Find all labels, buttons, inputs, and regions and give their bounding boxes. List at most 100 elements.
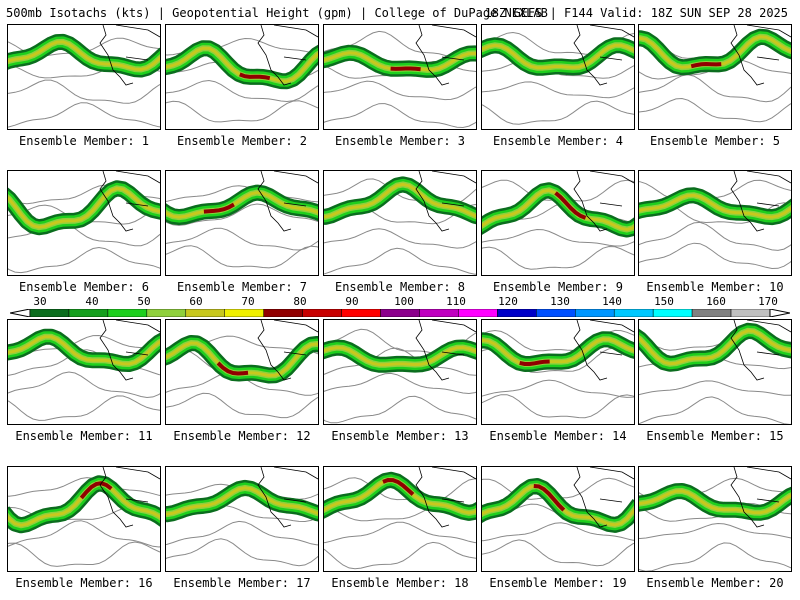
ensemble-panel — [323, 24, 477, 130]
colorbar-tick-label: 80 — [293, 295, 307, 308]
jet-stream-map — [639, 467, 791, 571]
height-contour — [639, 542, 791, 571]
height-contour — [482, 81, 634, 99]
colorbar-segment — [146, 309, 187, 317]
jet-core — [690, 61, 722, 69]
jet-stream-map — [166, 467, 318, 567]
ensemble-member-label: Ensemble Member: 4 — [492, 134, 624, 148]
ensemble-panel — [481, 170, 635, 276]
jet-stream-map — [324, 25, 476, 129]
isotach-band — [639, 489, 791, 515]
coastline — [415, 320, 476, 381]
colorbar-tick-label: 100 — [394, 295, 414, 308]
height-contour — [482, 394, 634, 419]
jet-core — [239, 72, 271, 81]
ensemble-panel — [165, 319, 319, 425]
jet-stream-map — [324, 320, 476, 424]
colorbar-segment — [575, 309, 615, 317]
colorbar-segment — [380, 309, 420, 317]
ensemble-panel — [165, 170, 319, 276]
height-contour — [8, 371, 160, 399]
height-contour — [639, 242, 791, 270]
colorbar-arrow-left — [10, 309, 31, 317]
ensemble-member-label: Ensemble Member: 1 — [18, 134, 150, 148]
colorbar-tick-label: 170 — [758, 295, 778, 308]
jet-core — [390, 66, 421, 72]
height-contour — [324, 347, 476, 376]
coastline — [415, 25, 476, 86]
colorbar-segment — [107, 309, 148, 317]
ensemble-panel — [7, 466, 161, 572]
colorbar-tick-label: 120 — [498, 295, 518, 308]
coastline — [99, 25, 160, 86]
ensemble-member-label: Ensemble Member: 6 — [18, 280, 150, 294]
coastline — [573, 320, 634, 381]
height-contour — [166, 100, 318, 123]
height-contour — [324, 80, 476, 101]
ensemble-panel — [481, 319, 635, 425]
colorbar-tick-label: 140 — [602, 295, 622, 308]
ensemble-member-label: Ensemble Member: 15 — [646, 429, 784, 443]
isotach-band — [166, 486, 318, 516]
height-contour — [8, 79, 160, 104]
colorbar-tick-label: 150 — [654, 295, 674, 308]
ensemble-member-label: Ensemble Member: 7 — [176, 280, 308, 294]
coastline — [573, 25, 634, 86]
coastline — [573, 467, 634, 528]
ensemble-member-label: Ensemble Member: 2 — [176, 134, 308, 148]
jet-stream-map — [639, 171, 791, 270]
coastline — [99, 467, 160, 528]
ensemble-panel — [638, 466, 792, 572]
colorbar-arrow-right — [769, 309, 790, 317]
coastline — [730, 25, 791, 86]
height-contour — [166, 538, 318, 567]
height-contour — [482, 245, 634, 270]
jet-core — [533, 484, 566, 512]
ensemble-member-label: Ensemble Member: 11 — [15, 429, 153, 443]
jet-stream-map — [482, 467, 634, 567]
height-contour — [8, 220, 160, 247]
colorbar-segment — [341, 309, 381, 317]
height-contour — [482, 522, 634, 542]
colorbar-tick-label: 40 — [85, 295, 99, 308]
height-contour — [166, 245, 318, 269]
ensemble-panel — [638, 24, 792, 130]
coastline — [415, 467, 476, 528]
height-contour — [639, 74, 791, 103]
colorbar-strip — [10, 309, 790, 317]
ensemble-member-label: Ensemble Member: 13 — [331, 429, 469, 443]
ensemble-member-label: Ensemble Member: 18 — [331, 576, 469, 590]
jet-stream-map — [482, 25, 634, 125]
ensemble-panel — [165, 24, 319, 130]
jet-core — [519, 359, 550, 366]
ensemble-panel — [638, 170, 792, 276]
header-title-left: 500mb Isotachs (kts) | Geopotential Heig… — [6, 6, 548, 20]
height-contour — [639, 221, 791, 251]
ensemble-panel — [323, 170, 477, 276]
height-contour — [324, 521, 476, 544]
colorbar-tick-label: 130 — [550, 295, 570, 308]
coastline — [730, 467, 791, 528]
colorbar-segment — [691, 309, 732, 317]
isotach-band — [482, 43, 634, 70]
jet-core — [216, 361, 249, 376]
colorbar-segment — [613, 309, 654, 317]
coastline — [415, 171, 476, 232]
ensemble-member-label: Ensemble Member: 5 — [649, 134, 781, 148]
height-contour — [482, 539, 634, 567]
ensemble-panel — [323, 319, 477, 425]
height-contour — [482, 228, 634, 247]
ensemble-member-label: Ensemble Member: 10 — [646, 280, 784, 294]
isotach-band — [8, 186, 160, 229]
coastline — [257, 25, 318, 86]
colorbar-segment — [652, 309, 693, 317]
ensemble-member-label: Ensemble Member: 3 — [334, 134, 466, 148]
colorbar-tick-label: 160 — [706, 295, 726, 308]
ensemble-panel — [638, 319, 792, 425]
height-contour — [482, 379, 634, 398]
coastline — [730, 320, 791, 381]
ensemble-member-label: Ensemble Member: 16 — [15, 576, 153, 590]
jet-stream-map — [324, 171, 476, 275]
height-contour — [8, 520, 160, 548]
jet-core — [382, 477, 415, 496]
